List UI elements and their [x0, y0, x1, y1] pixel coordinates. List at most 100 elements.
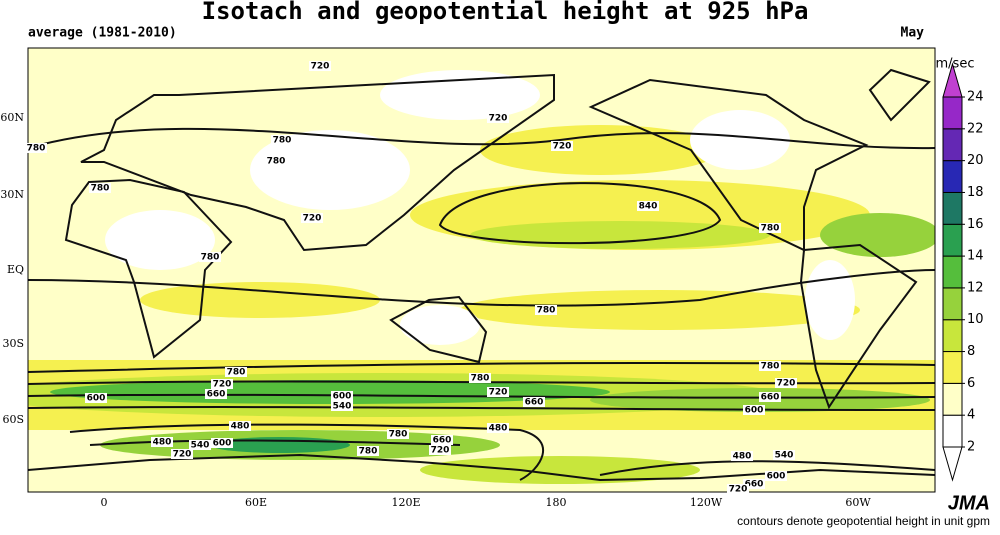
contour-label: 720	[213, 380, 232, 390]
contour-label-bg	[487, 387, 509, 397]
colorbar-box	[942, 191, 963, 225]
contour-label-bg	[759, 223, 781, 233]
lon-label: 180	[546, 496, 567, 509]
contour-label-bg	[759, 392, 781, 402]
colorbar-under	[942, 446, 963, 482]
contour-label: 780	[91, 184, 110, 194]
contour-label-bg	[727, 484, 749, 494]
contour-label: 720	[553, 142, 572, 152]
contour-label-bg	[331, 401, 353, 411]
contour-label-bg	[25, 143, 47, 153]
contour-label-bg	[775, 378, 797, 388]
lon-label: 120W	[690, 496, 723, 509]
contour-label-bg	[309, 61, 331, 71]
contour-label: 600	[745, 406, 764, 416]
contour-label-bg	[199, 252, 221, 262]
contour-label-bg	[487, 423, 509, 433]
contour-label: 480	[153, 438, 172, 448]
contour-label-bg	[225, 367, 247, 377]
colorbar-label: 14	[967, 249, 984, 264]
colorbar-label: 20	[967, 153, 984, 168]
contour-label-bg	[469, 373, 491, 383]
contour-label: 600	[767, 472, 786, 482]
colorbar-box	[942, 351, 963, 384]
contour-label: 480	[733, 452, 752, 462]
contour-label: 600	[333, 392, 352, 402]
map	[27, 47, 936, 493]
contour-label: 660	[761, 393, 780, 403]
contour-label-bg	[211, 379, 233, 389]
contour-label: 780	[471, 374, 490, 384]
contour-label: 720	[777, 379, 796, 389]
contour-label-bg	[85, 393, 107, 403]
lon-label: 60E	[245, 496, 267, 509]
colorbar-box	[942, 382, 963, 416]
contour-label-bg	[535, 305, 557, 315]
colorbar-label: 8	[967, 344, 975, 359]
colorbar-box	[942, 128, 963, 162]
contour-label-bg	[759, 361, 781, 371]
contour-label-bg	[429, 445, 451, 455]
contour-label-bg	[431, 435, 453, 445]
contour-label-bg	[637, 201, 659, 211]
contour-label-bg	[765, 471, 787, 481]
title: Isotach and geopotential height at 925 h…	[202, 0, 809, 25]
contour-label-bg	[205, 389, 227, 399]
lon-label: 60W	[845, 496, 871, 509]
colorbar-box	[942, 255, 963, 289]
contour-label: 780	[273, 136, 292, 146]
colorbar-unit: m/sec	[936, 57, 975, 72]
contour-label-bg	[265, 156, 287, 166]
colorbar-box	[942, 160, 963, 193]
month: May	[901, 26, 925, 41]
contour-label-bg	[151, 437, 173, 447]
colorbar-label: 16	[967, 217, 984, 232]
contour-label: 480	[231, 422, 250, 432]
contour-label: 720	[303, 214, 322, 224]
contour-label: 720	[173, 450, 192, 460]
lon-label: 120E	[391, 496, 420, 509]
contour-label-bg	[743, 405, 765, 415]
contour-label-bg	[773, 450, 795, 460]
contour-label: 600	[87, 394, 106, 404]
contour-label-bg	[743, 479, 765, 489]
contour-label: 480	[489, 424, 508, 434]
colorbar-label: 22	[967, 121, 984, 136]
contour-label: 780	[359, 447, 378, 457]
contour-label-bg	[271, 135, 293, 145]
contour-label: 780	[537, 306, 556, 316]
footer-note: contours denote geopotential height in u…	[737, 514, 990, 528]
contour-label: 660	[207, 390, 226, 400]
contour-label: 780	[201, 253, 220, 263]
contour-label-bg	[211, 438, 233, 448]
contour-label-bg	[331, 391, 353, 401]
colorbar-box	[942, 96, 963, 130]
contour-label-bg	[229, 421, 251, 431]
colorbar-label: 18	[967, 185, 984, 200]
contour-label: 720	[489, 114, 508, 124]
lat-label: 30N	[0, 188, 24, 201]
colorbar-label: 6	[967, 376, 975, 391]
lat-label: 30S	[2, 337, 24, 350]
colorbar-box	[942, 319, 963, 353]
contour-label: 720	[489, 388, 508, 398]
colorbar-label: 12	[967, 280, 984, 295]
contour-label: 540	[333, 402, 352, 412]
colorbar-label: 2	[967, 440, 975, 455]
contour-label-bg	[551, 141, 573, 151]
contour-label: 660	[525, 398, 544, 408]
contour-label: 780	[227, 368, 246, 378]
contour-label-bg	[357, 446, 379, 456]
contour-label: 540	[775, 451, 794, 461]
contour-label: 780	[267, 157, 286, 167]
colorbar-label: 4	[967, 408, 975, 423]
colorbar-box	[942, 287, 963, 321]
contour-label-bg	[731, 451, 753, 461]
contour-label: 600	[213, 439, 232, 449]
contour-label: 720	[431, 446, 450, 456]
colorbar-label: 24	[967, 90, 984, 105]
contour-label: 780	[761, 224, 780, 234]
contour-label-bg	[189, 440, 211, 450]
